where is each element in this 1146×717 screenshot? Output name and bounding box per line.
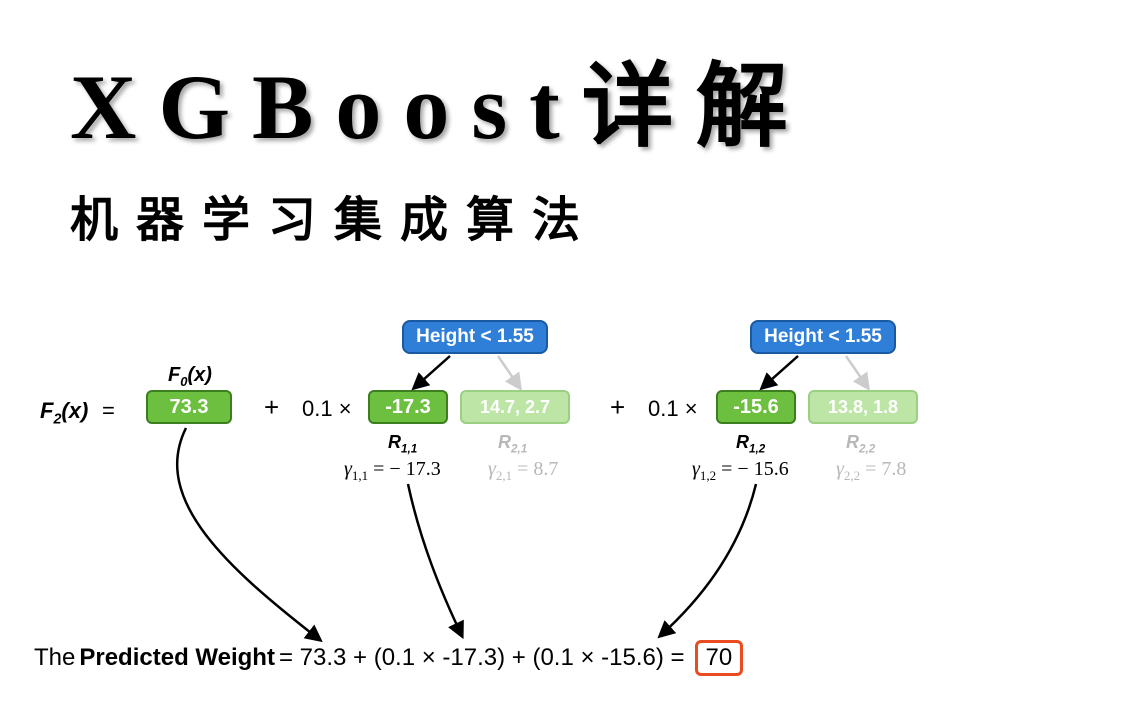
tree2-gamma-left: γ1,2 = − 15.6 bbox=[692, 458, 789, 484]
f0-label: F0(x) bbox=[168, 364, 212, 389]
tree1-right-chip: 14.7, 2.7 bbox=[460, 390, 570, 424]
tree2-gamma-right: γ2,2 = 7.8 bbox=[836, 458, 906, 484]
subtitle: 机器学习集成算法 bbox=[70, 180, 598, 250]
tree2-left-region: R1,2 bbox=[736, 432, 765, 456]
tree1-gamma-left: γ1,1 = − 17.3 bbox=[344, 458, 441, 484]
tree1-gamma-right: γ2,1 = 8.7 bbox=[488, 458, 558, 484]
tree2-left-chip: -15.6 bbox=[716, 390, 796, 424]
tree2-split: Height < 1.55 bbox=[750, 320, 896, 354]
f0-chip: 73.3 bbox=[146, 390, 232, 424]
plus-2: + bbox=[610, 392, 625, 423]
equals-sign: = bbox=[102, 398, 115, 424]
tree1-left-chip: -17.3 bbox=[368, 390, 448, 424]
tree1-right-region: R2,1 bbox=[498, 432, 527, 456]
tree2-right-chip: 13.8, 1.8 bbox=[808, 390, 918, 424]
result-box: 70 bbox=[695, 640, 744, 676]
lr-2: 0.1 × bbox=[648, 396, 698, 422]
lr-1: 0.1 × bbox=[302, 396, 352, 422]
tree1-split: Height < 1.55 bbox=[402, 320, 548, 354]
plus-1: + bbox=[264, 392, 279, 423]
tree1-left-region: R1,1 bbox=[388, 432, 417, 456]
formula-lhs: F2(x) bbox=[40, 398, 88, 427]
tree2-right-region: R2,2 bbox=[846, 432, 875, 456]
main-title: XGBoost详解 bbox=[70, 32, 810, 165]
prediction-line: The Predicted Weight = 73.3 + (0.1 × -17… bbox=[34, 640, 743, 676]
